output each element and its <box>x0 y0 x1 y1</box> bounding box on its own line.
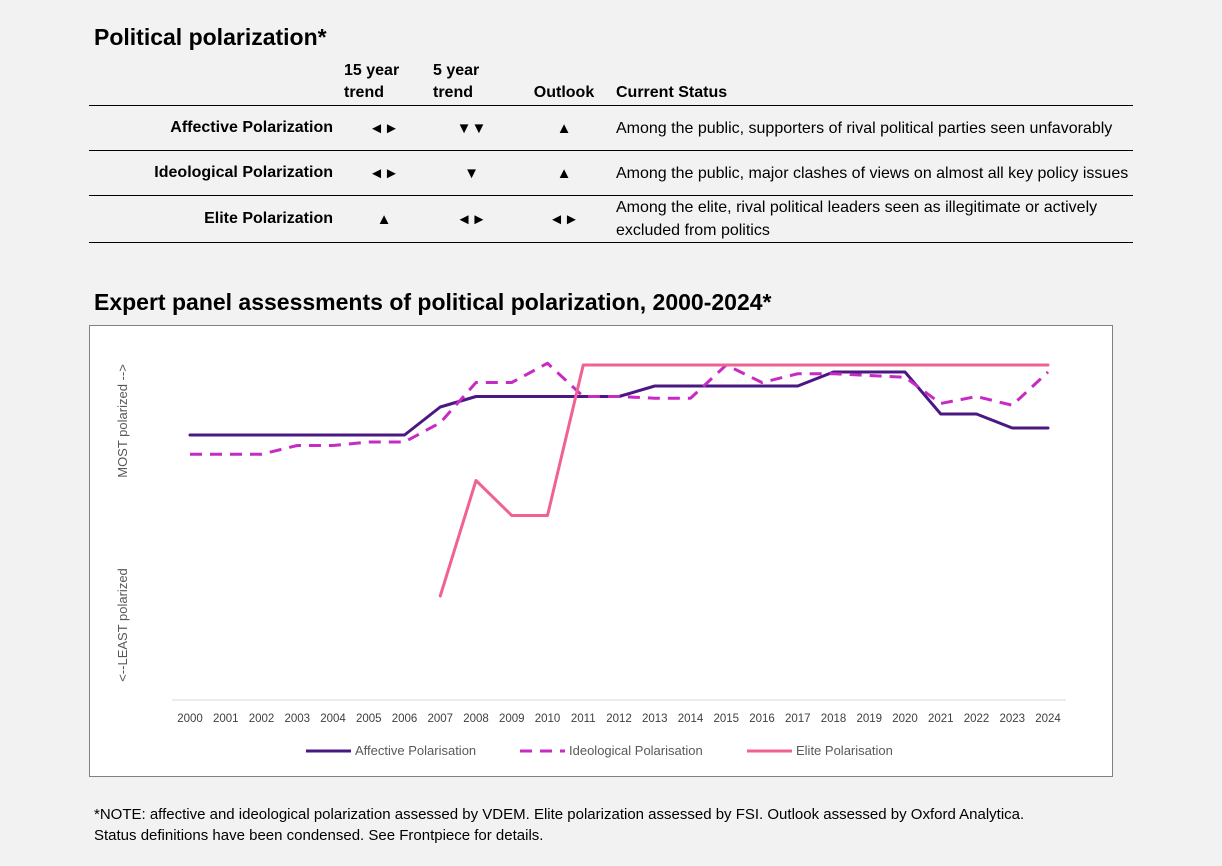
header-outlook: Outlook <box>514 58 614 106</box>
x-tick-label: 2013 <box>642 713 668 725</box>
trend-15-indicator: ▲ <box>339 195 429 243</box>
header-15-year-line1: 15 year <box>344 62 400 79</box>
x-tick-label: 2002 <box>249 713 275 725</box>
x-tick-label: 2021 <box>928 713 954 725</box>
x-tick-label: 2010 <box>535 713 561 725</box>
table-row: Ideological Polarization ◄► ▼ ▲ Among th… <box>89 150 1133 196</box>
trend-5-indicator: ◄► <box>429 195 514 243</box>
x-tick-label: 2022 <box>964 713 990 725</box>
legend-label-1: Ideological Polarisation <box>569 743 703 758</box>
table-row: Elite Polarization ▲ ◄► ◄► Among the eli… <box>89 195 1133 243</box>
trend-15-indicator: ◄► <box>339 105 429 151</box>
header-current-status: Current Status <box>614 58 1133 106</box>
x-tick-label: 2018 <box>821 713 847 725</box>
row-label: Ideological Polarization <box>89 150 339 196</box>
x-tick-label: 2015 <box>713 713 739 725</box>
header-15-year-trend: 15 year trend <box>339 58 429 106</box>
trend-15-indicator: ◄► <box>339 150 429 196</box>
row-label: Elite Polarization <box>89 195 339 243</box>
x-tick-label: 2006 <box>392 713 418 725</box>
x-tick-label: 2020 <box>892 713 918 725</box>
table-row: Affective Polarization ◄► ▼▼ ▲ Among the… <box>89 105 1133 151</box>
y-axis-label-most: MOST polarized --> <box>115 364 130 478</box>
outlook-indicator: ◄► <box>514 195 614 243</box>
legend-label-0: Affective Polarisation <box>355 743 476 758</box>
chart-area: 2000 2001 2002 2003 2004 2005 2006 2007 2008 2009… <box>89 325 1113 777</box>
status-text: Among the public, major clashes of views… <box>614 150 1133 196</box>
status-text: Among the elite, rival political leaders… <box>614 195 1133 243</box>
status-text: Among the public, supporters of rival po… <box>614 105 1133 151</box>
x-tick-label: 2017 <box>785 713 811 725</box>
x-tick-label: 2005 <box>356 713 382 725</box>
series-line-1 <box>190 361 1050 456</box>
row-label: Affective Polarization <box>89 105 339 151</box>
footnote-line-1: *NOTE: affective and ideological polariz… <box>94 806 1025 823</box>
header-15-year-line2: trend <box>344 84 384 101</box>
trend-5-indicator: ▼▼ <box>429 105 514 151</box>
x-tick-label: 2007 <box>427 713 453 725</box>
x-tick-label: 2011 <box>571 713 596 725</box>
table-header-row: 15 year trend 5 year trend Outlook Curre… <box>89 58 1133 106</box>
footnote: *NOTE: affective and ideological polariz… <box>94 804 1194 846</box>
x-tick-label: 2008 <box>463 713 489 725</box>
x-tick-label: 2004 <box>320 713 346 725</box>
polarization-summary-table: 15 year trend 5 year trend Outlook Curre… <box>89 58 1133 243</box>
chart-title: Expert panel assessments of political po… <box>94 289 772 315</box>
header-5-year-line2: trend <box>433 84 473 101</box>
x-tick-label: 2003 <box>284 713 310 725</box>
header-label-spacer <box>89 58 339 106</box>
x-tick-label: 2000 <box>177 713 203 725</box>
header-5-year-trend: 5 year trend <box>429 58 514 106</box>
x-tick-label: 2012 <box>606 713 632 725</box>
x-tick-label: 2001 <box>213 713 239 725</box>
y-axis-label-least: <--LEAST polarized <box>115 568 130 682</box>
line-chart: 2000 2001 2002 2003 2004 2005 2006 2007 2008 2009… <box>115 361 1066 758</box>
outlook-indicator: ▲ <box>514 105 614 151</box>
header-5-year-line1: 5 year <box>433 62 480 79</box>
x-tick-label: 2023 <box>999 713 1025 725</box>
outlook-indicator: ▲ <box>514 150 614 196</box>
page-title: Political polarization* <box>94 24 327 50</box>
series-line-2 <box>438 363 1050 598</box>
x-tick-label: 2019 <box>856 713 882 725</box>
footnote-line-2: Status definitions have been condensed. … <box>94 827 544 844</box>
x-tick-label: 2016 <box>749 713 775 725</box>
series-line-0 <box>188 370 1050 437</box>
x-tick-label: 2014 <box>678 713 704 725</box>
legend-label-2: Elite Polarisation <box>796 743 893 758</box>
trend-5-indicator: ▼ <box>429 150 514 196</box>
x-tick-label: 2009 <box>499 713 525 725</box>
x-tick-label: 2024 <box>1035 713 1061 725</box>
